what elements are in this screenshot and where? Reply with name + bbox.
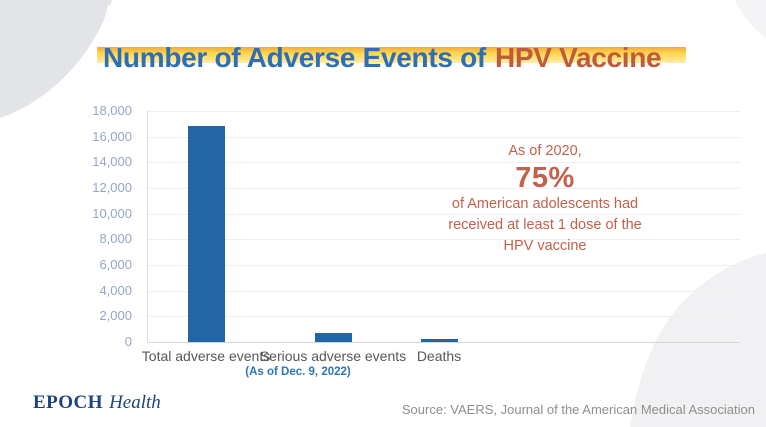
epoch-health-logo: EPOCH Health (33, 392, 161, 414)
annotation-percentage: 75% (515, 162, 575, 194)
x-label-deaths: Deaths (416, 348, 462, 364)
source-text: Source: VAERS, Journal of the American M… (401, 402, 755, 417)
gridline-6000 (148, 265, 740, 266)
annotation-line-2: of American adolescents had (451, 196, 639, 212)
bar-serious-adverse-events (315, 333, 352, 342)
y-tick-label-8000: 8,000 (99, 231, 132, 246)
annotation-block: As of 2020, 75% of American adolescents … (443, 141, 647, 257)
logo-epoch-text: EPOCH (33, 392, 104, 413)
y-tick-label-0: 0 (124, 334, 132, 349)
page-title: Number of Adverse Events of HPV Vaccine (103, 41, 662, 75)
y-tick-label-12000: 12,000 (92, 180, 132, 195)
gridline-16000 (148, 137, 740, 138)
y-tick-label-16000: 16,000 (92, 129, 132, 144)
y-tick-label-6000: 6,000 (99, 257, 132, 272)
title-highlight-band (97, 47, 686, 63)
gridline-14000 (148, 162, 740, 163)
bar-chart-plot-area: Total adverse events Serious adverse even… (142, 111, 740, 364)
gridline-10000 (148, 214, 740, 215)
gridline-0 (148, 342, 740, 343)
annotation-line-4: HPV vaccine (503, 238, 587, 254)
gridline-12000 (148, 188, 740, 189)
gridline-4000 (148, 291, 740, 292)
y-tick-label-14000: 14,000 (92, 154, 132, 169)
annotation-line-1: As of 2020, (508, 143, 582, 159)
gridline-18000 (148, 111, 740, 112)
gridline-2000 (148, 316, 740, 317)
logo-health-text: Health (109, 392, 161, 413)
gridline-8000 (148, 239, 740, 240)
y-axis-line (147, 111, 148, 342)
page-title-blue-part: Number of Adverse Events of (103, 41, 486, 73)
y-tick-label-4000: 4,000 (99, 283, 132, 298)
y-tick-label-18000: 18,000 (92, 103, 132, 118)
top-right-wave-shape (735, 0, 766, 38)
bar-deaths (421, 339, 458, 342)
top-left-wave-highlight (3, 4, 122, 135)
y-tick-label-10000: 10,000 (92, 206, 132, 221)
x-label-serious-adverse-events: Serious adverse events (259, 348, 407, 364)
top-left-wave-shape (0, 0, 112, 118)
y-tick-label-2000: 2,000 (99, 308, 132, 323)
bar-total-adverse-events (188, 126, 225, 342)
bottom-right-wave-shape (630, 253, 766, 427)
annotation-line-3: received at least 1 dose of the (448, 217, 642, 233)
y-axis-labels: 0 2,000 4,000 6,000 8,000 10,000 12,000 14,000 1… (80, 103, 140, 349)
x-label-total-adverse-events: Total adverse events (141, 348, 271, 364)
page-title-orange-part: HPV Vaccine (494, 41, 662, 73)
chart-footnote: (As of Dec. 9, 2022) (245, 366, 351, 378)
